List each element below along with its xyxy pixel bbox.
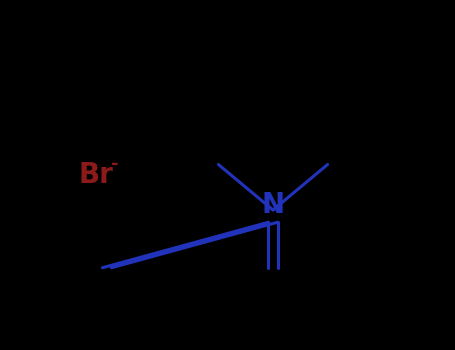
Text: Br: Br xyxy=(78,161,113,189)
Text: N: N xyxy=(262,191,284,219)
Text: -: - xyxy=(111,155,118,173)
